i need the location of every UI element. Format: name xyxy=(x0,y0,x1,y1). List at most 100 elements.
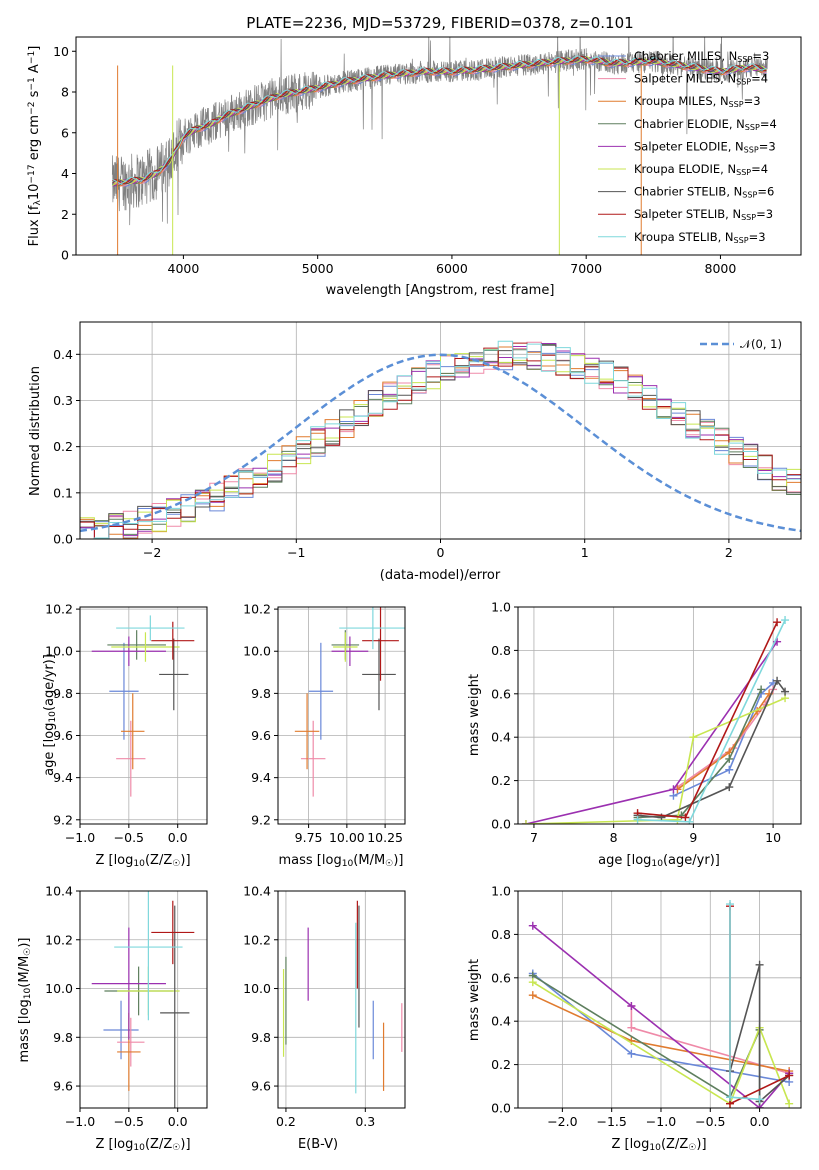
axes-frame xyxy=(517,890,802,1109)
y-tick-label: 2 xyxy=(61,207,69,222)
x-tick-label: 10.25 xyxy=(367,830,403,845)
mass-weight-line xyxy=(729,904,760,1101)
y-tick-label: 9.8 xyxy=(251,686,271,701)
mass-weight-point xyxy=(528,921,537,930)
y-tick-label: 1.0 xyxy=(491,884,511,899)
y-tick-label: 0.4 xyxy=(491,730,511,745)
x-tick-label: 5000 xyxy=(302,261,334,276)
plot-area xyxy=(91,891,195,1108)
x-tick-label: 9 xyxy=(689,830,697,845)
y-tick-label: 0.2 xyxy=(491,773,511,788)
y-tick-label: 0.4 xyxy=(53,347,73,362)
mass-weight-point xyxy=(627,1023,636,1032)
x-tick-label: −2.0 xyxy=(547,1114,577,1129)
z-mass-xlabel: Z [log10(Z/Z☉)] xyxy=(95,1137,190,1153)
mass-weight-point xyxy=(726,1093,735,1102)
mass-weight-point xyxy=(681,813,690,822)
z-age-ylabel: age [log10(age/yr)] xyxy=(42,654,58,776)
mass-weight-line xyxy=(532,925,790,1108)
mass-weight-point xyxy=(725,783,734,792)
y-tick-label: 0.2 xyxy=(53,439,73,454)
y-tick-label: 9.6 xyxy=(251,1079,271,1094)
mass-weight-point xyxy=(725,754,734,763)
mass-weight-z-ylabel: mass weight xyxy=(467,959,482,1041)
residual-histogram-kroupa-elodie xyxy=(80,349,801,532)
y-tick-label: 4 xyxy=(61,166,69,181)
normal-reference-curve xyxy=(80,353,801,533)
mass-weight-line xyxy=(525,641,778,824)
y-tick-label: 8 xyxy=(61,85,69,100)
z-age-axes: −1.0 −0.5 0.0 9.2 9.4 9.6 9.8 10.0 10.2 xyxy=(45,602,208,845)
axes-frame xyxy=(277,890,406,1109)
y-tick-label: 10.2 xyxy=(45,602,73,617)
y-tick-label: 9.2 xyxy=(53,812,73,827)
x-tick-label: 0.2 xyxy=(276,1114,296,1129)
mass-weight-point xyxy=(528,978,537,987)
residual-histogram-salpeter-miles xyxy=(80,341,801,539)
mass-weight-age-ylabel: mass weight xyxy=(467,674,482,756)
axes-frame xyxy=(79,890,208,1109)
y-tick-label: 0.2 xyxy=(491,1057,511,1072)
axes-frame xyxy=(79,606,208,825)
mass-weight-point xyxy=(755,960,764,969)
x-tick-label: 2 xyxy=(725,545,733,560)
x-tick-label: −0.5 xyxy=(695,1114,725,1129)
mass-age-xlabel: mass [log10(M/M☉)] xyxy=(279,853,404,869)
x-tick-label: −1.0 xyxy=(65,830,95,845)
mass-weight-point xyxy=(685,817,694,824)
mass-weight-point xyxy=(781,616,790,625)
plot-area xyxy=(282,900,403,1094)
y-tick-label: 9.8 xyxy=(53,686,73,701)
age-weight-axes: 7 8 9 10 0.0 0.2 0.4 0.6 0.8 1.0 xyxy=(491,600,802,845)
y-tick-label: 10.2 xyxy=(243,602,271,617)
y-tick-label: 0.3 xyxy=(53,393,73,408)
residual-axes: −2 −1 0 1 2 0.0 0.1 0.2 0.3 0.4 𝒩(0, 1) xyxy=(53,321,802,560)
z-weight-axes: −2.0 −1.5 −1.0 −0.5 0.0 0.0 0.2 0.4 0.6 0.8 1.0 xyxy=(491,884,802,1129)
x-tick-label: 9.75 xyxy=(295,830,323,845)
y-tick-label: 10.2 xyxy=(243,932,271,947)
x-tick-label: 0.0 xyxy=(168,830,188,845)
mass-weight-point xyxy=(726,900,735,909)
mass-weight-point xyxy=(528,991,537,1000)
x-tick-label: 10 xyxy=(765,830,781,845)
y-tick-label: 10.0 xyxy=(45,644,73,659)
spectrum-xlabel: wavelength [Angstrom, rest frame] xyxy=(326,283,555,298)
legend-label: 𝒩(0, 1) xyxy=(740,337,782,351)
mass-weight-point xyxy=(627,1002,636,1011)
legend-label: Kroupa MILES, NSSP=3 xyxy=(634,94,761,109)
y-tick-label: 9.4 xyxy=(251,770,271,785)
legend-label: Kroupa STELIB, NSSP=3 xyxy=(634,230,766,245)
y-tick-label: 10.4 xyxy=(45,884,73,899)
y-tick-label: 0.6 xyxy=(491,686,511,701)
y-tick-label: 10 xyxy=(53,44,69,59)
y-tick-label: 9.8 xyxy=(251,1030,271,1045)
mass-weight-point xyxy=(627,1049,636,1058)
x-tick-label: −1 xyxy=(287,545,305,560)
mass-weight-point xyxy=(633,815,642,824)
legend-label: Kroupa ELODIE, NSSP=4 xyxy=(634,162,768,177)
mass-weight-line xyxy=(532,981,790,1105)
spectrum-legend: Chabrier MILES, NSSP=3 Salpeter MILES, NS… xyxy=(598,49,777,245)
mass-weight-line xyxy=(525,697,786,824)
mass-weight-point xyxy=(725,765,734,774)
legend-label: Chabrier MILES, NSSP=3 xyxy=(634,49,769,64)
x-tick-label: 0.0 xyxy=(168,1114,188,1129)
y-tick-label: 0.0 xyxy=(53,532,73,547)
plot-area xyxy=(294,607,405,797)
axes-frame xyxy=(517,606,802,825)
mass-weight-line xyxy=(729,964,790,1104)
spectrum-ylabel: Flux [fλ10−17 erg cm−2 s−1 A−1] xyxy=(27,46,43,247)
mass-weight-point xyxy=(773,676,782,685)
legend-label: Salpeter STELIB, NSSP=3 xyxy=(634,207,773,222)
legend-label: Chabrier ELODIE, NSSP=4 xyxy=(634,117,777,132)
residual-ylabel: Normed distribution xyxy=(28,366,43,496)
mass-weight-line xyxy=(637,621,778,819)
y-tick-label: 0.0 xyxy=(491,817,511,832)
z-age-xlabel: Z [log10(Z/Z☉)] xyxy=(95,853,190,869)
mass-weight-point xyxy=(669,785,678,794)
y-tick-label: 0.8 xyxy=(491,643,511,658)
plot-area xyxy=(91,615,195,797)
x-tick-label: −1.5 xyxy=(596,1114,626,1129)
y-tick-label: 9.6 xyxy=(53,728,73,743)
